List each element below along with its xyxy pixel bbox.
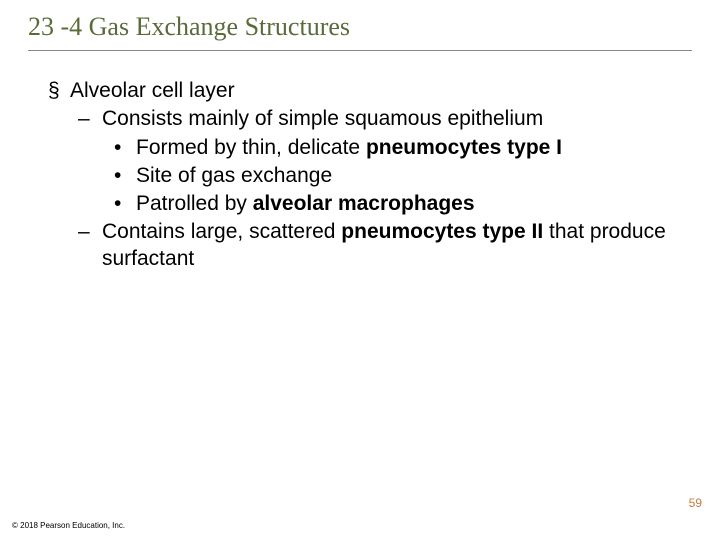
text-run: Patrolled by [136, 192, 253, 215]
bullet-lvl3: Patrolled by alveolar macrophages [48, 191, 680, 217]
copyright-text: © 2018 Pearson Education, Inc. [12, 521, 125, 530]
bullet-lvl2: Contains large, scattered pneumocytes ty… [48, 219, 680, 272]
bullet-lvl3: Formed by thin, delicate pneumocytes typ… [48, 135, 680, 161]
text-run-bold: pneumocytes type II [341, 220, 543, 243]
text-run: Formed by thin, delicate [136, 136, 366, 159]
slide: 23 -4 Gas Exchange Structures Alveolar c… [0, 0, 720, 540]
slide-title: 23 -4 Gas Exchange Structures [28, 12, 692, 51]
page-number: 59 [689, 496, 702, 510]
bullet-lvl3: Site of gas exchange [48, 163, 680, 189]
text-run: Contains large, scattered [102, 220, 341, 243]
bullet-lvl1: Alveolar cell layer [48, 78, 680, 104]
bullet-lvl2: Consists mainly of simple squamous epith… [48, 106, 680, 132]
text-run-bold: alveolar macrophages [253, 192, 475, 215]
text-run-bold: pneumocytes type I [366, 136, 562, 159]
content-area: Alveolar cell layer Consists mainly of s… [48, 78, 680, 274]
